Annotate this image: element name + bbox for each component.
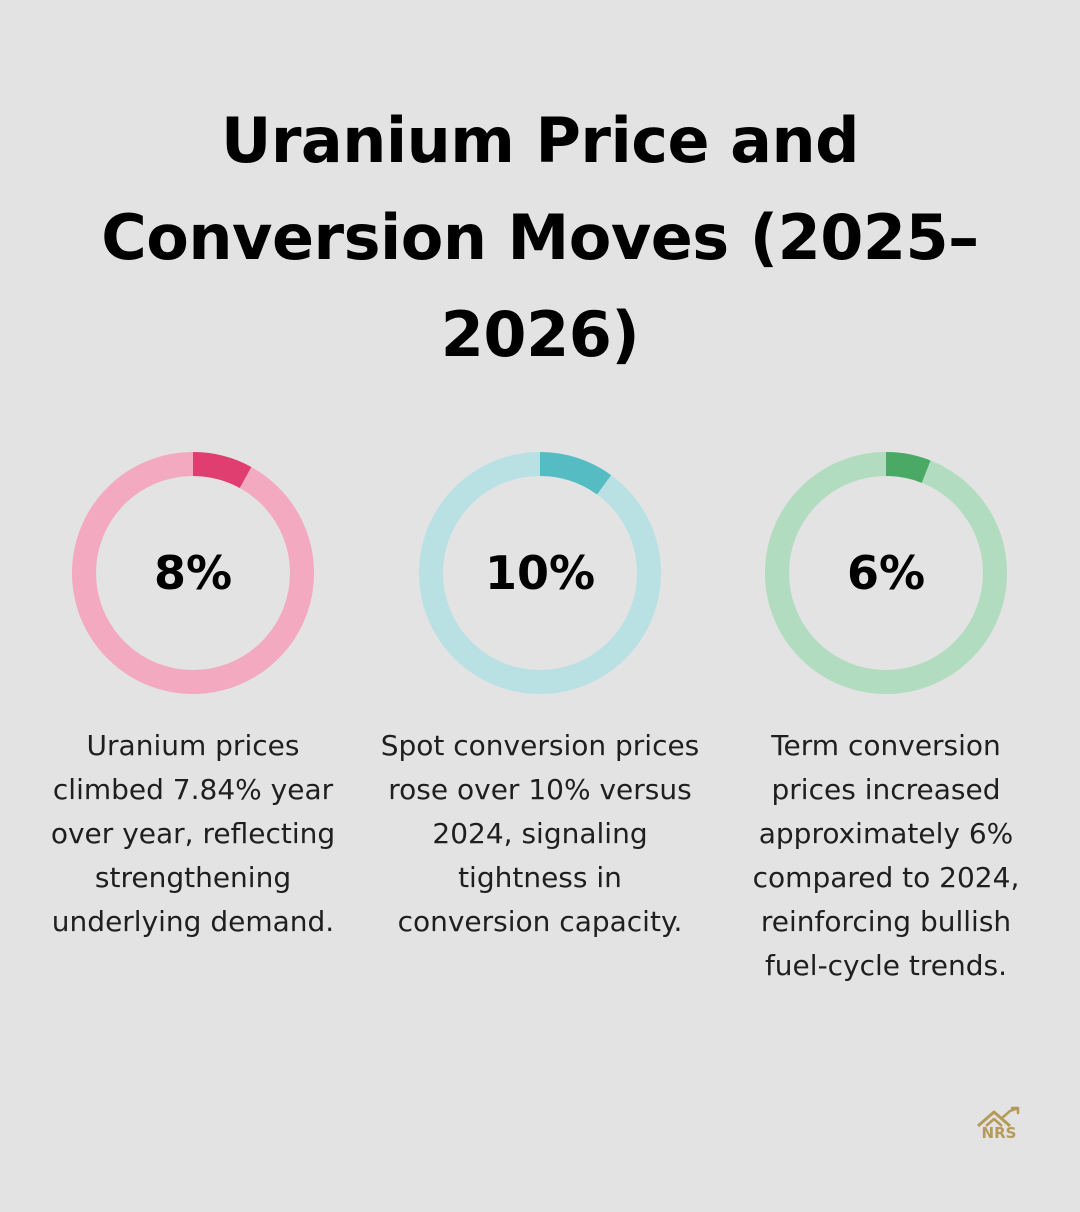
stat-description: Term conversion prices increased approxi… bbox=[752, 729, 1020, 982]
donut-progress-arc bbox=[419, 452, 661, 694]
stat-description: Uranium prices climbed 7.84% year over y… bbox=[50, 729, 336, 938]
house-chart-icon bbox=[977, 1106, 1020, 1128]
donut-chart: 8% bbox=[72, 452, 314, 694]
donut-progress-arc bbox=[765, 452, 1007, 694]
donut-progress-arc bbox=[72, 452, 314, 694]
donut-chart: 6% bbox=[765, 452, 1007, 694]
stat-card-spot-conversion: 10% Spot conversion prices rose over 10%… bbox=[380, 452, 700, 944]
stat-description: Spot conversion prices rose over 10% ver… bbox=[380, 729, 700, 938]
page-title: Uranium Price and Conversion Moves (2025… bbox=[101, 104, 979, 371]
stat-value: 10% bbox=[484, 546, 596, 600]
logo-text: NRS bbox=[981, 1124, 1017, 1142]
nrs-logo: NRS bbox=[972, 1106, 1026, 1152]
stat-value: 6% bbox=[846, 546, 926, 600]
donut-ring bbox=[419, 452, 661, 694]
stat-card-uranium-prices: 8% Uranium prices climbed 7.84% year ove… bbox=[33, 452, 353, 944]
stat-value: 8% bbox=[153, 546, 233, 600]
donut-ring bbox=[72, 452, 314, 694]
donut-ring bbox=[765, 452, 1007, 694]
stat-card-term-conversion: 6% Term conversion prices increased appr… bbox=[726, 452, 1046, 988]
donut-chart: 10% bbox=[419, 452, 661, 694]
